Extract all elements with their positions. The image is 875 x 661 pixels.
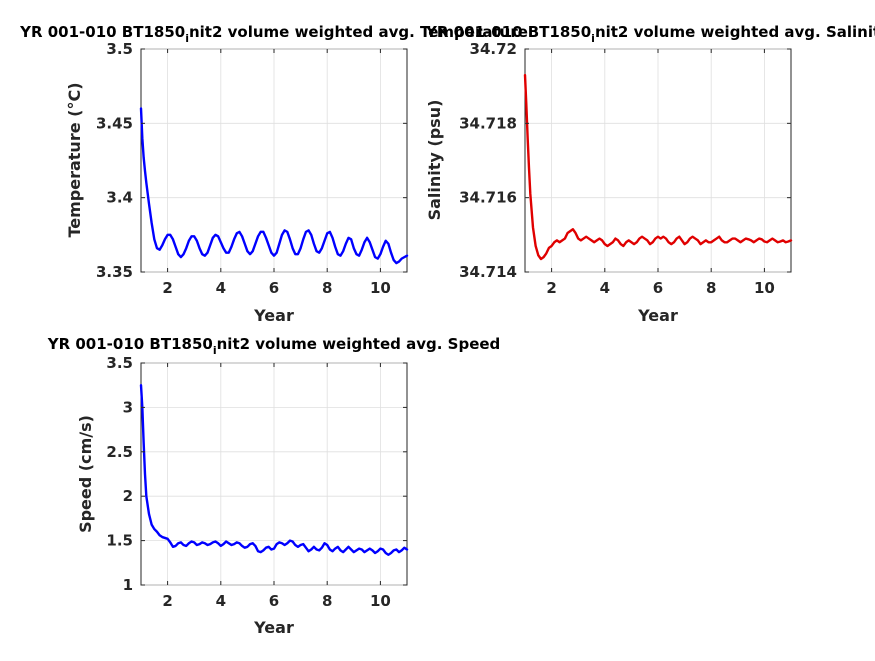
y-axis-label: Speed (cm/s) xyxy=(76,415,95,533)
x-axis-label: Year xyxy=(637,306,678,325)
series-line xyxy=(139,384,409,557)
y-tick-label: 3.5 xyxy=(106,40,133,58)
y-axis-label: Temperature (°C) xyxy=(65,82,84,237)
x-tick-label: 10 xyxy=(370,279,391,297)
x-tick-label: 2 xyxy=(162,279,172,297)
y-tick-label: 2.5 xyxy=(106,443,133,461)
x-axis-label: Year xyxy=(253,618,294,637)
y-tick-label: 34.714 xyxy=(459,263,517,281)
y-tick-label: 3.35 xyxy=(96,263,133,281)
y-tick-label: 1.5 xyxy=(106,532,133,550)
chart-title: YR 001-010 BT1850init2 volume weighted a… xyxy=(19,23,528,45)
chart-title: YR 001-010 BT1850init2 volume weighted a… xyxy=(47,335,501,357)
speed-panel: 2 4 6 8 10 1 1.5 2 2.5 3 3.5 YR 001-010 BT1850init… xyxy=(47,335,501,637)
ticks: 2 4 6 8 10 3.35 3.4 3.45 3.5 xyxy=(96,40,407,297)
y-tick-label: 3 xyxy=(123,398,133,416)
x-tick-label: 6 xyxy=(653,279,663,297)
ticks: 2 4 6 8 10 1 1.5 2 2.5 3 3.5 xyxy=(106,354,407,610)
x-tick-label: 8 xyxy=(322,279,332,297)
y-tick-label: 1 xyxy=(123,576,133,594)
x-tick-label: 8 xyxy=(322,592,332,610)
x-tick-label: 6 xyxy=(269,592,279,610)
x-tick-label: 2 xyxy=(162,592,172,610)
salinity-panel: 2 4 6 8 10 34.714 34.716 34.718 34.72 YR 001-010… xyxy=(425,23,875,325)
series-layer xyxy=(139,107,409,265)
series-line xyxy=(139,107,409,265)
y-tick-label: 3.5 xyxy=(106,354,133,372)
y-tick-label: 2 xyxy=(123,487,133,505)
x-tick-label: 4 xyxy=(216,279,226,297)
x-tick-label: 2 xyxy=(546,279,556,297)
y-tick-label: 34.716 xyxy=(459,189,517,207)
x-tick-label: 10 xyxy=(754,279,775,297)
x-tick-label: 10 xyxy=(370,592,391,610)
y-tick-label: 3.45 xyxy=(96,114,133,132)
series-line xyxy=(523,73,793,261)
x-tick-label: 4 xyxy=(216,592,226,610)
series-layer xyxy=(523,73,793,261)
temperature-panel: 2 4 6 8 10 3.35 3.4 3.45 3.5 YR 001-010 BT1850in… xyxy=(19,23,528,325)
x-tick-label: 8 xyxy=(706,279,716,297)
y-tick-label: 34.718 xyxy=(459,114,517,132)
x-axis-label: Year xyxy=(253,306,294,325)
x-tick-label: 6 xyxy=(269,279,279,297)
ticks: 2 4 6 8 10 34.714 34.716 34.718 34.72 xyxy=(459,40,791,297)
y-axis-label: Salinity (psu) xyxy=(425,100,444,221)
chart-title: YR 001-010 BT1850init2 volume weighted a… xyxy=(425,23,875,45)
y-tick-label: 3.4 xyxy=(106,189,133,207)
y-tick-label: 34.72 xyxy=(470,40,517,58)
series-layer xyxy=(139,384,409,557)
x-tick-label: 4 xyxy=(600,279,610,297)
